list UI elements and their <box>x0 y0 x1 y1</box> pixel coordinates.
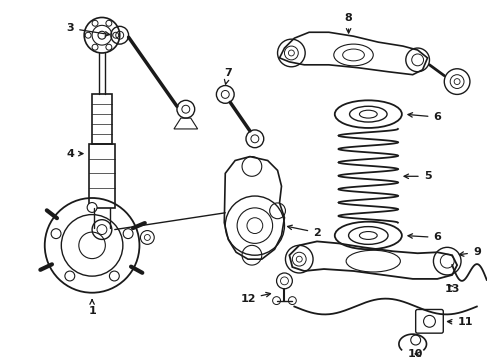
Text: 3: 3 <box>67 23 110 36</box>
Circle shape <box>109 271 119 281</box>
Text: 4: 4 <box>67 149 83 159</box>
Text: 2: 2 <box>288 225 321 238</box>
Text: 1: 1 <box>88 300 96 316</box>
Text: 7: 7 <box>224 68 232 84</box>
Text: 13: 13 <box>444 284 460 294</box>
Text: 11: 11 <box>447 317 473 327</box>
Circle shape <box>123 229 133 239</box>
Text: 6: 6 <box>408 112 441 122</box>
Text: 12: 12 <box>240 292 270 303</box>
Circle shape <box>87 203 97 212</box>
Circle shape <box>65 271 75 281</box>
Text: 5: 5 <box>404 171 431 181</box>
Circle shape <box>51 229 61 239</box>
Text: 8: 8 <box>344 13 352 33</box>
Text: 9: 9 <box>459 247 481 257</box>
Text: 10: 10 <box>408 349 423 359</box>
Text: 6: 6 <box>408 233 441 243</box>
